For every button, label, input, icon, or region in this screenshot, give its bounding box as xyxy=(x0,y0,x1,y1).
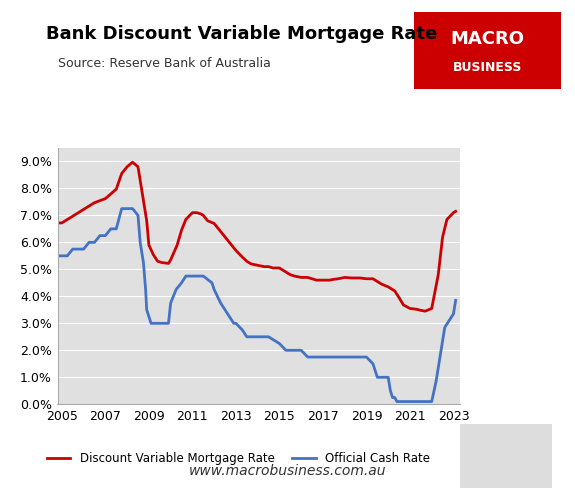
Text: Source: Reserve Bank of Australia: Source: Reserve Bank of Australia xyxy=(58,57,270,70)
Legend: Discount Variable Mortgage Rate, Official Cash Rate: Discount Variable Mortgage Rate, Officia… xyxy=(42,448,435,470)
Text: BUSINESS: BUSINESS xyxy=(453,61,522,74)
Text: MACRO: MACRO xyxy=(450,30,524,48)
Text: Bank Discount Variable Mortgage Rate: Bank Discount Variable Mortgage Rate xyxy=(46,25,437,43)
Text: www.macrobusiness.com.au: www.macrobusiness.com.au xyxy=(189,464,386,478)
